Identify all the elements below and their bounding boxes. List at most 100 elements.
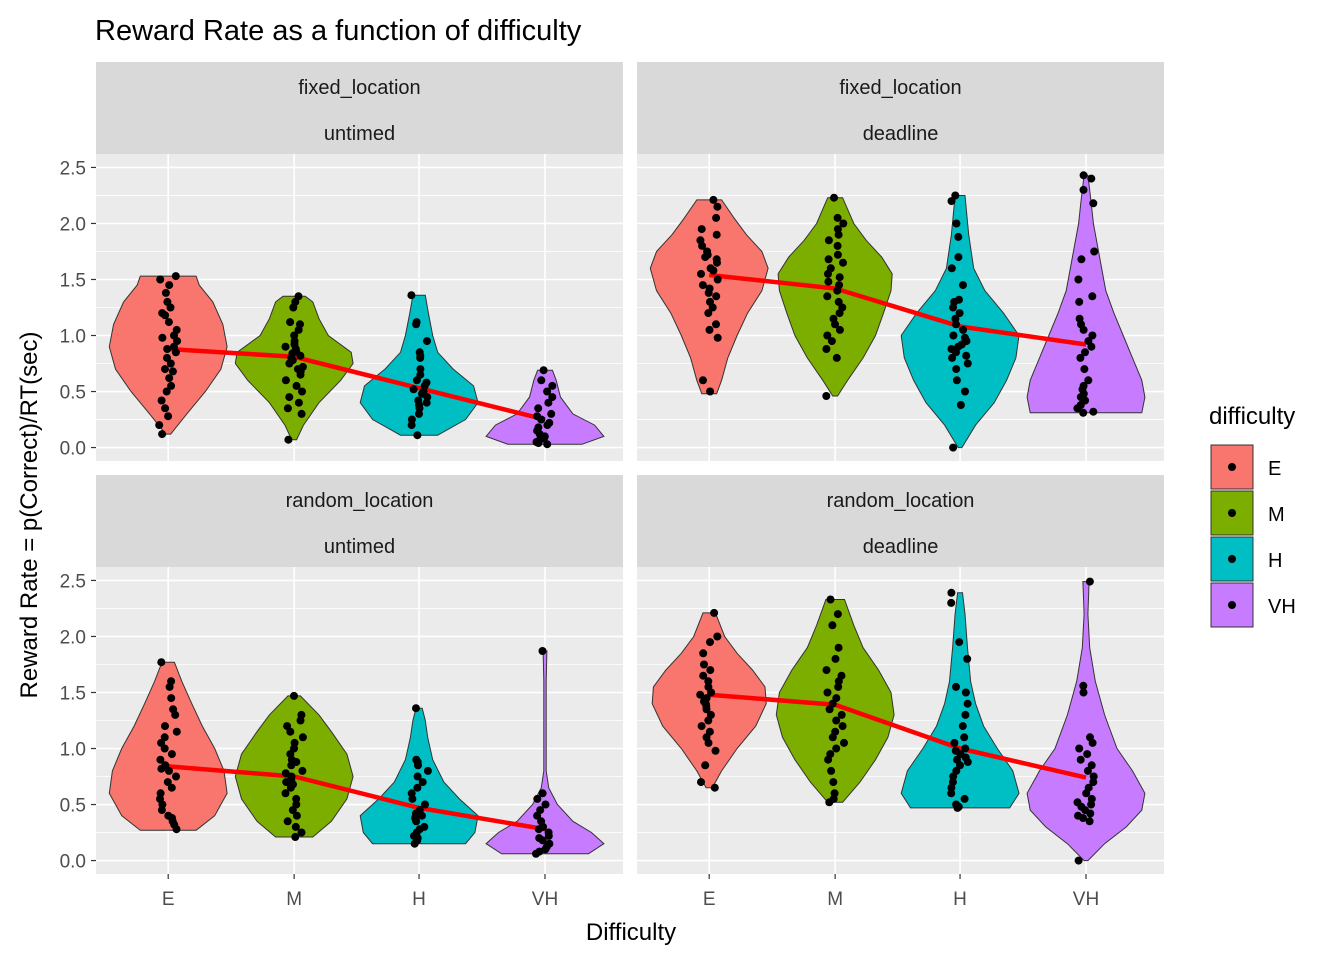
data-point: [418, 811, 426, 820]
data-point: [960, 794, 969, 803]
mean-line: [168, 764, 546, 832]
data-point: [537, 376, 546, 385]
data-point: [699, 671, 708, 680]
data-point: [824, 269, 832, 278]
data-point: [167, 750, 176, 759]
data-point: [949, 331, 958, 340]
data-point: [414, 761, 422, 770]
data-point: [282, 778, 291, 787]
data-point: [830, 193, 838, 202]
data-point: [1079, 814, 1087, 822]
data-point: [292, 794, 301, 803]
data-point: [423, 337, 431, 346]
legend-key-point: [1228, 463, 1236, 471]
data-point: [834, 230, 843, 239]
data-point: [822, 392, 831, 400]
data-point: [832, 716, 841, 725]
data-point: [952, 219, 961, 228]
data-point: [826, 595, 835, 604]
data-point: [832, 353, 841, 362]
data-point: [1074, 275, 1083, 284]
data-point: [171, 348, 180, 357]
y-tick-label: 1.0: [60, 740, 86, 761]
data-point: [286, 727, 295, 736]
y-tick-label: 2.5: [60, 571, 86, 592]
data-point: [1076, 755, 1085, 764]
data-point: [172, 727, 181, 736]
data-point: [825, 798, 834, 807]
data-point: [163, 353, 171, 362]
data-point: [835, 273, 844, 282]
data-point: [833, 213, 842, 222]
data-point: [291, 822, 300, 831]
data-point: [834, 643, 843, 652]
data-point: [824, 277, 833, 286]
data-point: [1087, 174, 1096, 183]
x-tick-label: M: [286, 889, 302, 910]
data-point: [1079, 185, 1088, 194]
data-point: [699, 376, 707, 385]
data-point: [954, 232, 963, 241]
data-point: [709, 266, 718, 275]
data-point: [832, 744, 841, 753]
data-point: [1075, 297, 1084, 306]
data-point: [281, 342, 290, 351]
data-point: [296, 716, 305, 725]
panel-fixed_location-deadline: fixed_location deadline: [637, 62, 1164, 461]
data-point: [167, 783, 176, 792]
data-point: [963, 699, 972, 708]
data-point: [948, 353, 957, 362]
data-point: [165, 281, 174, 290]
data-point: [161, 365, 169, 374]
data-point: [833, 610, 842, 619]
data-point: [708, 303, 717, 312]
chart-title: Reward Rate as a function of difficulty: [95, 15, 582, 47]
data-point: [958, 722, 967, 731]
data-point: [1079, 325, 1088, 334]
data-point: [165, 682, 174, 691]
data-point: [1075, 744, 1084, 753]
data-point: [532, 849, 540, 858]
data-point: [1084, 376, 1093, 385]
data-point: [168, 367, 177, 376]
data-point: [533, 811, 542, 820]
data-point: [954, 253, 963, 262]
data-point: [164, 318, 173, 327]
data-point: [281, 789, 290, 798]
y-axis-title: Reward Rate = p(Correct)/RT(sec): [16, 332, 43, 699]
data-point: [833, 241, 842, 250]
data-point: [413, 772, 422, 781]
data-point: [283, 404, 292, 413]
data-point: [828, 621, 837, 630]
data-point: [959, 281, 967, 290]
data-point: [161, 288, 170, 297]
data-point: [712, 292, 721, 301]
x-tick-label: VH: [1073, 889, 1099, 910]
data-point: [1083, 750, 1092, 759]
data-point: [163, 778, 172, 787]
data-point: [1087, 761, 1096, 770]
data-point: [171, 272, 180, 281]
data-point: [409, 385, 418, 394]
data-point: [961, 387, 969, 396]
data-point: [947, 789, 956, 798]
data-point: [290, 691, 298, 700]
data-point: [952, 682, 960, 691]
data-point: [831, 320, 839, 329]
data-point: [949, 303, 958, 312]
data-point: [534, 825, 543, 834]
y-tick-label: 0.5: [60, 796, 86, 817]
data-point: [172, 772, 180, 781]
data-point: [823, 331, 832, 340]
data-point: [713, 333, 722, 342]
data-point: [1085, 577, 1094, 586]
violin-VH: [485, 369, 605, 445]
data-point: [822, 345, 831, 353]
data-point: [281, 376, 290, 385]
y-axis: 0.0 0.5 1.0 1.5 2.0 2.5 0.0 0.5 1.0 1.5 2.0 2.5: [60, 158, 96, 873]
data-point: [548, 381, 557, 390]
data-point: [704, 288, 713, 297]
data-point: [712, 320, 720, 329]
data-point: [292, 381, 301, 390]
